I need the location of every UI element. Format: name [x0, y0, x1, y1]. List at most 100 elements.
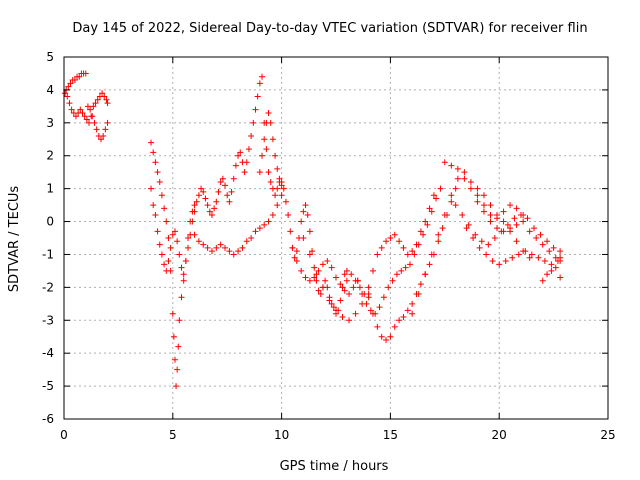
x-axis-label: GPS time / hours — [280, 459, 389, 474]
data-point — [71, 77, 78, 84]
y-tick-label: -4 — [42, 346, 54, 360]
data-point — [195, 238, 202, 245]
data-point — [293, 258, 300, 265]
data-point — [171, 228, 178, 235]
data-point — [230, 251, 237, 258]
data-point — [300, 235, 307, 241]
y-tick-label: 4 — [46, 83, 54, 97]
data-point — [154, 228, 161, 235]
data-point — [309, 248, 316, 255]
data-point — [472, 231, 479, 238]
data-point — [254, 93, 261, 100]
data-point — [206, 208, 213, 215]
data-point — [83, 116, 90, 123]
data-point — [176, 251, 183, 258]
data-point — [341, 287, 348, 294]
data-point — [104, 119, 111, 126]
data-point — [62, 90, 69, 97]
data-point — [487, 218, 494, 225]
data-point — [265, 109, 272, 116]
data-point — [474, 198, 481, 205]
data-point — [304, 211, 311, 218]
data-point — [219, 175, 226, 182]
data-point — [374, 251, 381, 258]
data-point — [359, 290, 366, 297]
data-point — [326, 297, 333, 304]
data-point — [175, 343, 182, 350]
data-point — [389, 277, 396, 284]
data-point — [417, 281, 424, 288]
data-point — [548, 267, 555, 274]
data-point — [89, 113, 96, 120]
data-point — [269, 211, 276, 218]
data-point — [178, 264, 185, 271]
data-point — [513, 205, 520, 212]
data-point — [200, 188, 207, 195]
data-point — [174, 238, 181, 245]
data-point — [176, 317, 183, 324]
data-point — [267, 179, 274, 186]
data-point — [64, 93, 71, 100]
data-point — [422, 271, 429, 278]
data-point — [252, 228, 259, 235]
data-point — [189, 218, 196, 225]
data-point — [544, 238, 551, 245]
data-point — [104, 100, 111, 107]
data-point — [224, 192, 231, 199]
data-point — [539, 241, 546, 248]
data-point — [191, 202, 198, 209]
data-point — [217, 241, 224, 248]
data-point — [171, 356, 178, 363]
data-point — [239, 244, 246, 251]
data-point — [215, 188, 222, 195]
data-point — [504, 221, 511, 228]
data-point — [256, 225, 263, 232]
data-point — [274, 185, 281, 192]
data-point — [428, 208, 435, 215]
data-point — [213, 244, 220, 251]
data-point — [163, 218, 170, 225]
data-point — [415, 290, 422, 297]
data-point — [430, 192, 437, 199]
data-point — [173, 383, 180, 390]
y-tick-label: -2 — [42, 280, 54, 294]
data-point — [393, 271, 400, 278]
data-point — [204, 202, 211, 209]
data-point — [217, 179, 224, 186]
data-point — [409, 248, 416, 255]
data-point — [170, 333, 177, 340]
y-tick-label: 3 — [46, 116, 54, 130]
data-point — [485, 241, 492, 248]
data-point — [341, 271, 348, 278]
data-point — [278, 192, 285, 199]
data-point — [167, 244, 174, 251]
data-point — [302, 274, 309, 281]
data-point — [333, 274, 339, 281]
data-point — [250, 119, 257, 126]
data-point — [513, 238, 520, 245]
data-point — [174, 366, 181, 373]
data-point — [245, 146, 252, 153]
data-point — [280, 185, 287, 192]
data-point — [92, 100, 99, 107]
y-tick-label: 1 — [46, 182, 54, 196]
data-point — [448, 162, 455, 169]
data-point — [385, 284, 392, 291]
data-point — [474, 192, 481, 199]
data-point — [328, 264, 335, 271]
data-point — [202, 195, 209, 202]
data-point — [365, 284, 372, 291]
data-point — [72, 113, 79, 120]
data-point — [165, 235, 172, 241]
data-point — [554, 258, 561, 265]
data-point — [480, 192, 487, 199]
data-point — [509, 254, 516, 261]
data-point — [293, 248, 300, 255]
data-point — [76, 73, 83, 80]
data-point — [81, 113, 88, 120]
data-point — [272, 152, 279, 159]
data-point — [150, 149, 157, 156]
data-point — [422, 218, 429, 225]
data-point — [354, 277, 361, 284]
data-point — [396, 238, 403, 245]
